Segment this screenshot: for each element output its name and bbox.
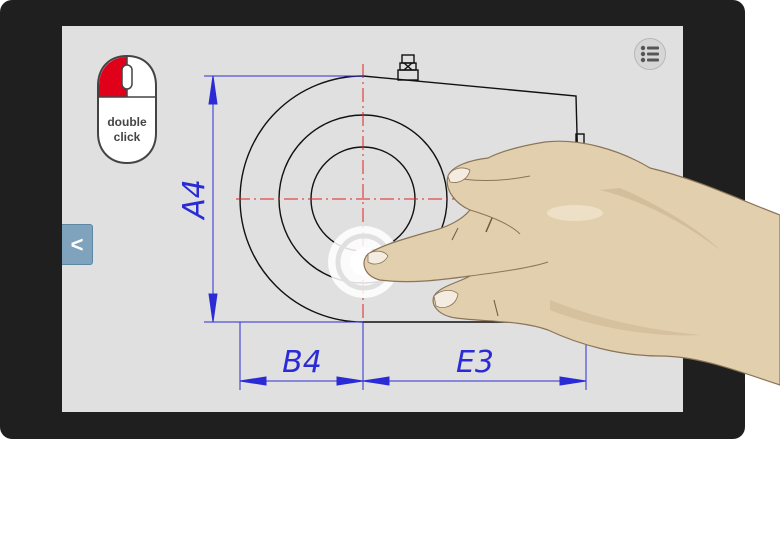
dimension-label-e3: E3 xyxy=(456,345,494,380)
drawing-viewport[interactable]: A4 B4 E3 double click xyxy=(62,26,683,412)
dimension-label-a4: A4 xyxy=(177,179,212,221)
menu-button[interactable] xyxy=(634,38,666,70)
chevron-left-icon: < xyxy=(70,232,84,257)
tablet-frame: A4 B4 E3 double click xyxy=(0,0,745,439)
gesture-label-line1: double xyxy=(107,115,147,129)
back-button[interactable]: < xyxy=(62,224,93,265)
list-menu-icon xyxy=(640,45,659,63)
gesture-label-line2: click xyxy=(113,130,141,144)
part-outline xyxy=(239,54,585,323)
mouse-left-button-icon xyxy=(97,54,157,165)
dimension-label-b4: B4 xyxy=(282,345,322,380)
center-lines xyxy=(236,64,462,328)
gesture-label: double click xyxy=(97,115,157,145)
dimension-lines xyxy=(204,75,587,390)
double-click-hint: double click xyxy=(97,54,157,165)
